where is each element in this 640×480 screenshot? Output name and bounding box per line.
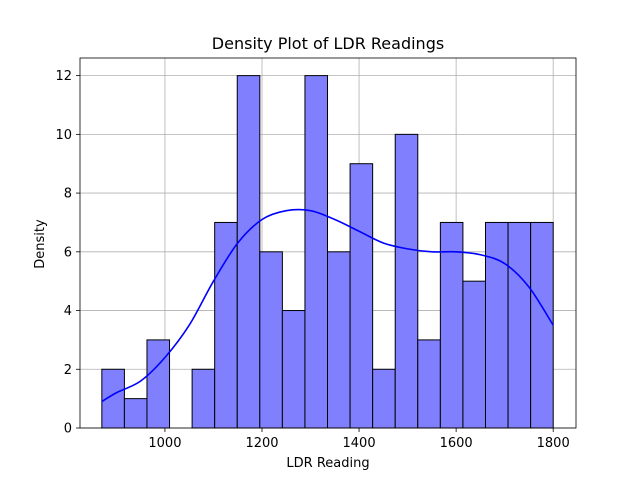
histogram-bar-9 [304,75,329,429]
histogram-bars [101,75,554,429]
y-tick-label-4: 8 [64,187,72,202]
histogram-bar-18 [507,221,532,429]
x-tick-label-4: 1800 [537,436,570,451]
histogram-bar-14 [417,339,441,429]
x-axis-label: LDR Reading [286,456,369,471]
histogram-bar-2 [146,339,171,429]
y-axis-label: Density [33,219,48,269]
histogram-bar-8 [281,310,306,429]
plot-frame [79,57,577,429]
histogram-bar-4 [191,368,216,429]
y-tick-label-3: 6 [64,245,72,260]
x-axis-ticks: 1000 1200 1400 1600 1800 [148,428,570,451]
y-tick-label-1: 2 [64,363,72,378]
histogram-bar-11 [349,163,374,429]
kde-curve [101,208,554,403]
y-tick-label-0: 0 [64,422,72,437]
histogram-bar-10 [327,251,351,429]
y-axis-ticks: 0 2 4 6 8 10 12 [55,69,80,437]
y-tick-label-5: 10 [55,128,72,143]
x-tick-label-1: 1200 [245,436,278,451]
histogram-bar-7 [259,251,283,429]
x-tick-label-2: 1400 [343,436,376,451]
chart-title: Density Plot of LDR Readings [212,34,444,53]
histogram-bar-19 [530,221,554,429]
y-tick-label-6: 12 [55,69,72,84]
histogram-bar-17 [484,221,509,429]
x-tick-label-3: 1600 [440,436,473,451]
histogram-bar-15 [439,221,464,429]
histogram-bar-12 [372,368,396,429]
histogram-bar-1 [123,398,148,429]
histogram-bar-13 [394,133,419,429]
y-tick-label-2: 4 [64,304,72,319]
histogram-bar-6 [236,75,261,429]
x-tick-label-0: 1000 [148,436,181,451]
histogram-bar-5 [214,221,238,429]
histogram-bar-16 [462,280,486,429]
